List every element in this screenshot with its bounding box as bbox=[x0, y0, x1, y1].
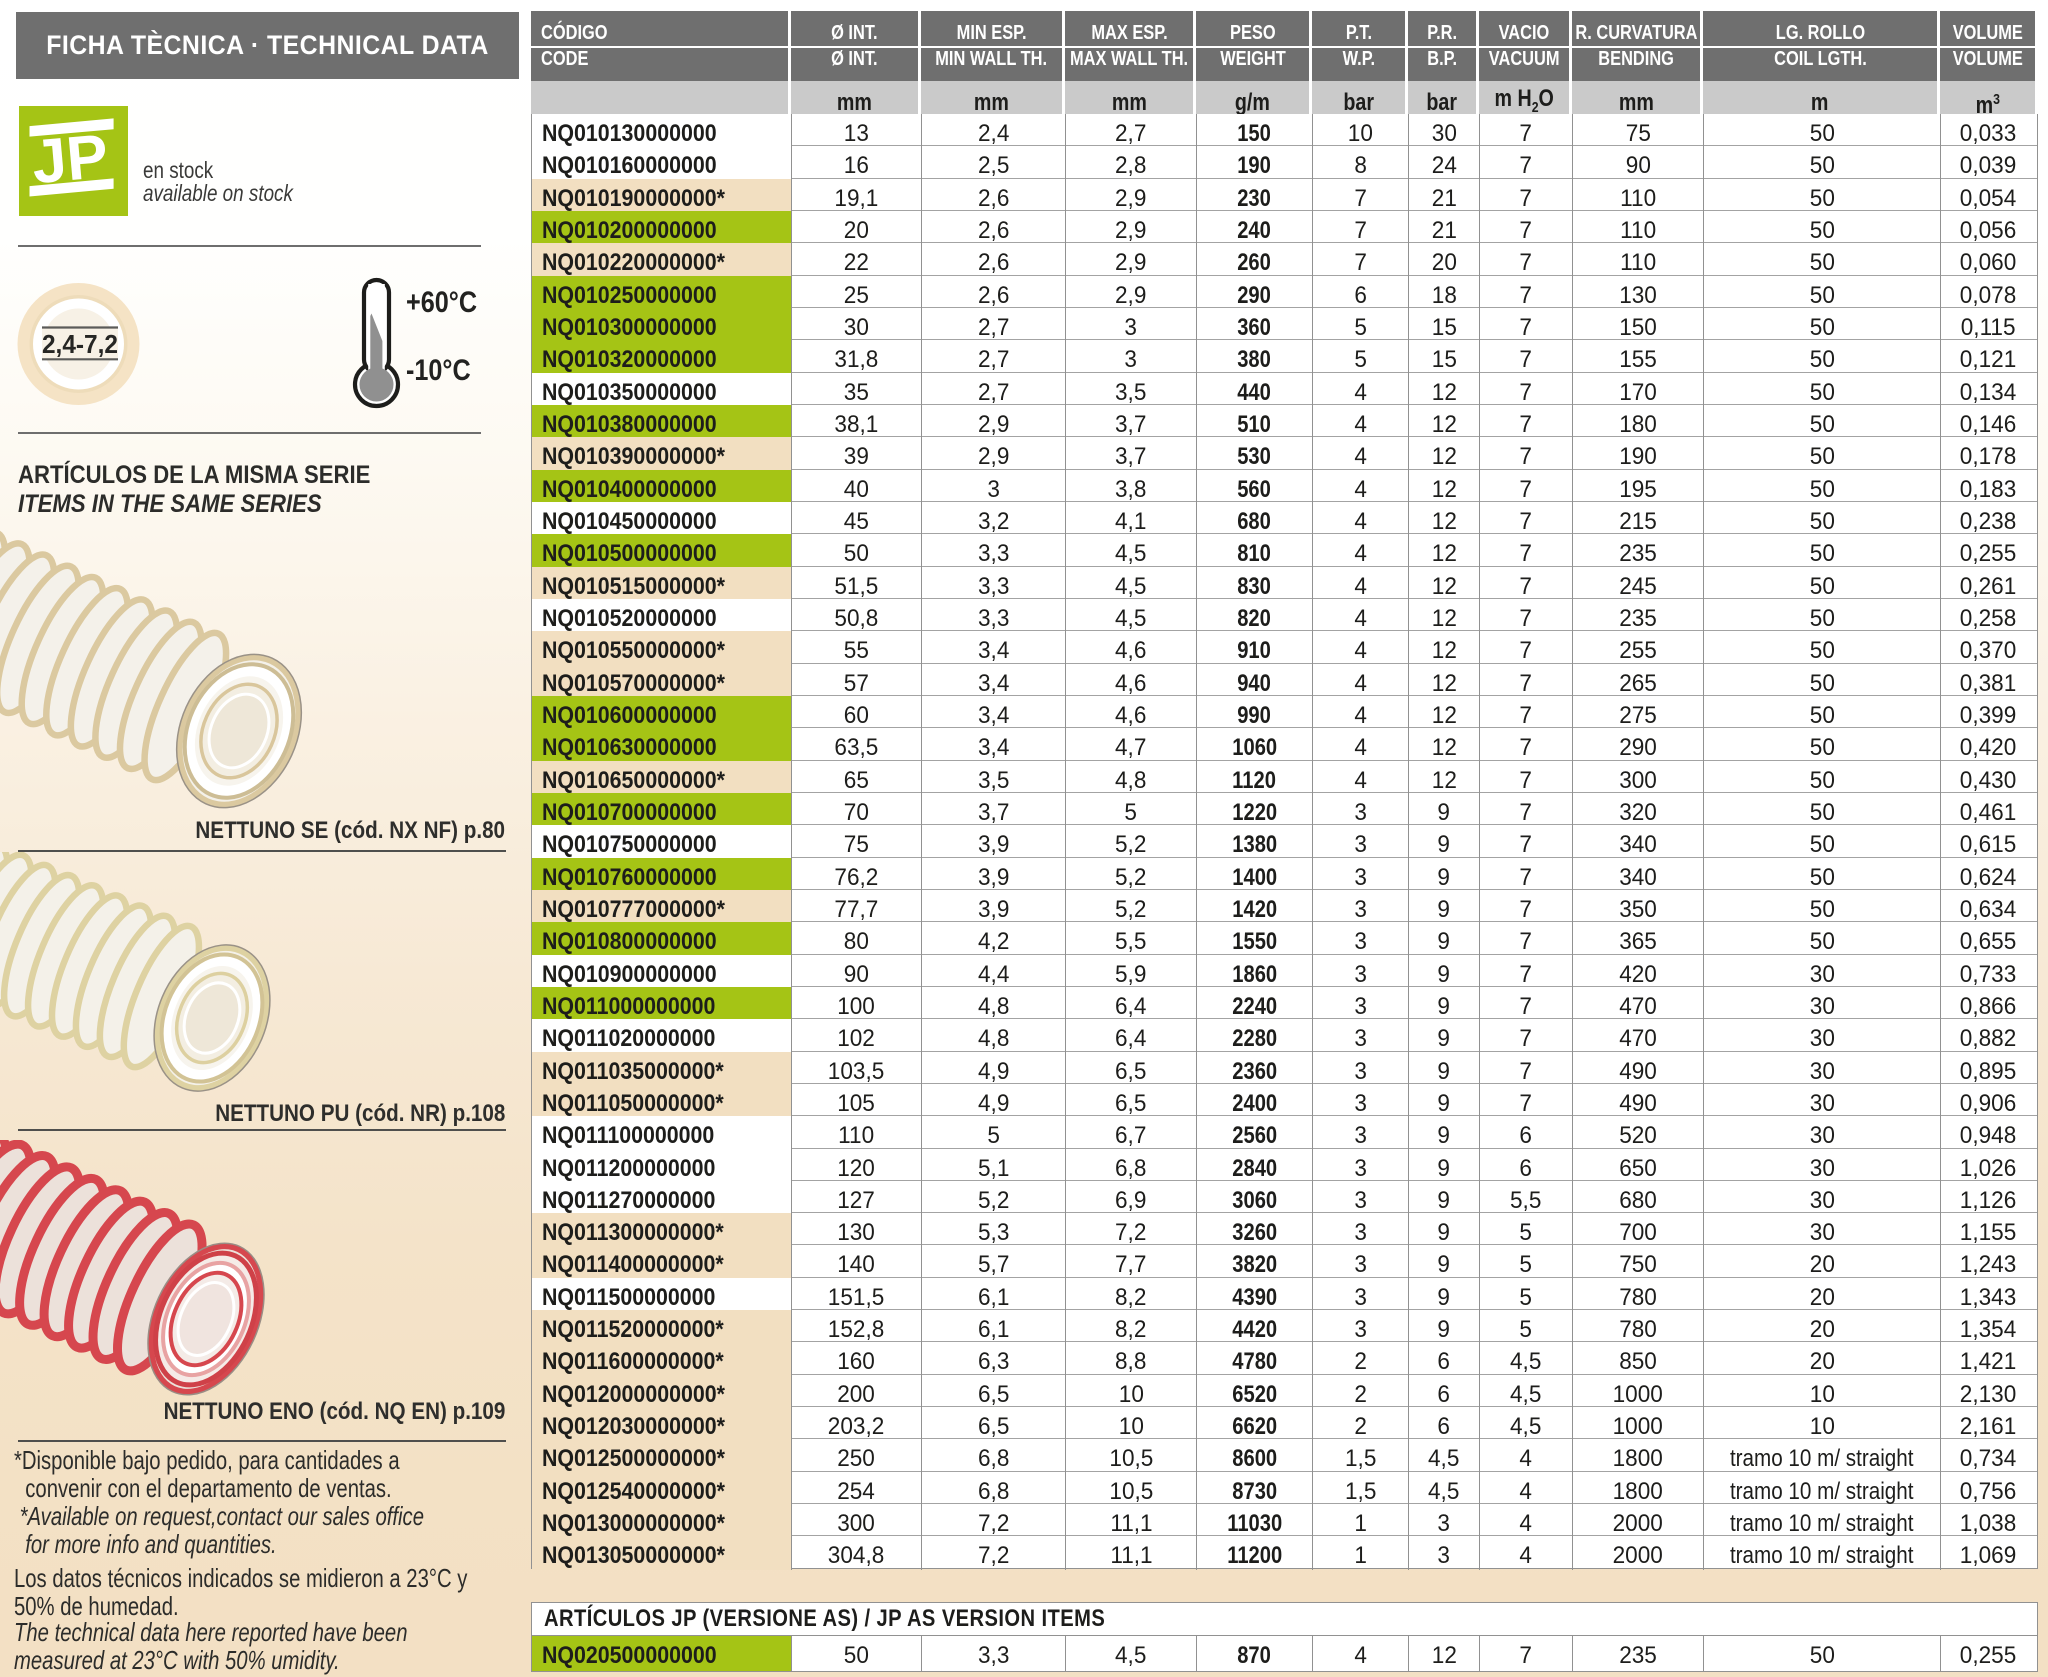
svg-text:2,4-7,2: 2,4-7,2 bbox=[42, 330, 118, 359]
svg-text:JP: JP bbox=[29, 122, 111, 197]
